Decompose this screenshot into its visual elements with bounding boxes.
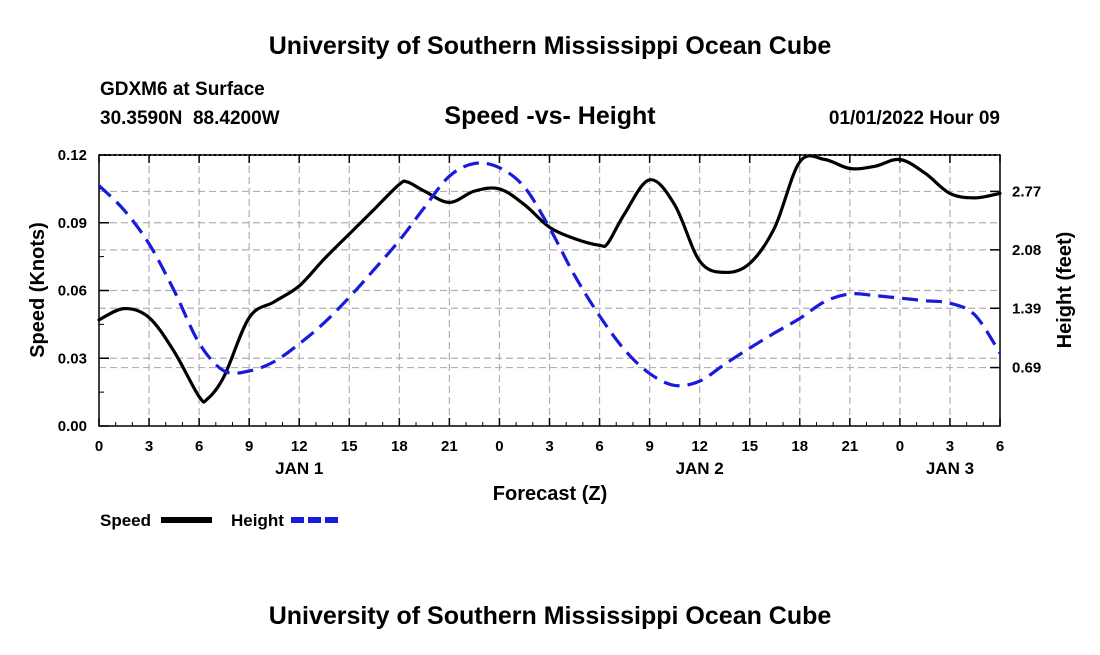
x-tick-label: 18 <box>791 438 808 455</box>
y-right-tick-label: 2.08 <box>1012 242 1041 259</box>
y-left-tick-label: 0.06 <box>58 283 87 300</box>
legend-speed-label: Speed <box>100 511 151 530</box>
x-tick-label: 3 <box>145 438 153 455</box>
x-tick-label: 18 <box>391 438 408 455</box>
date-label: JAN 1 <box>275 459 323 478</box>
axis-ticks <box>98 154 1001 427</box>
location-label: 30.3590N 88.4200W <box>100 108 280 129</box>
date-label: JAN 2 <box>676 459 724 478</box>
x-tick-label: 21 <box>441 438 458 455</box>
series-line-height <box>97 161 1002 388</box>
x-tick-label: 12 <box>691 438 708 455</box>
x-tick-label: 3 <box>946 438 954 455</box>
y-right-tick-label: 2.77 <box>1012 183 1041 200</box>
x-tick-label: 0 <box>896 438 904 455</box>
y-left-tick-label: 0.00 <box>58 418 87 435</box>
station-label: GDXM6 at Surface <box>100 79 265 100</box>
x-tick-label: 15 <box>741 438 758 455</box>
y-right-tick-label: 1.39 <box>1012 300 1041 317</box>
y-left-tick-label: 0.12 <box>58 147 87 164</box>
date-label: JAN 3 <box>926 459 974 478</box>
x-tick-label: 6 <box>996 438 1004 455</box>
y-right-tick-label: 0.69 <box>1012 360 1041 377</box>
x-axis-label: Forecast (Z) <box>493 483 607 505</box>
y-axis-left-label: Speed (Knots) <box>27 222 49 358</box>
y-left-tick-label: 0.09 <box>58 215 87 232</box>
tick-labels: 0 3 6 9 12 15 18 21 0 3 6 9 12 15 18 21 0 3 6 0.00 0.03 0.06 0… <box>58 147 1041 478</box>
x-tick-label: 21 <box>841 438 858 455</box>
x-tick-label: 6 <box>195 438 203 455</box>
series-line-speed <box>97 154 1002 404</box>
legend: Speed Height <box>100 511 342 530</box>
x-tick-label: 12 <box>291 438 308 455</box>
forecast-datetime: 01/01/2022 Hour 09 <box>829 108 1000 129</box>
x-tick-label: 0 <box>95 438 103 455</box>
footer-title: University of Southern Mississippi Ocean… <box>269 602 832 630</box>
chart-title: Speed -vs- Height <box>444 102 656 130</box>
page-title: University of Southern Mississippi Ocean… <box>269 32 832 60</box>
x-tick-label: 9 <box>245 438 253 455</box>
x-tick-label: 3 <box>545 438 553 455</box>
y-axis-right-label: Height (feet) <box>1054 232 1076 349</box>
y-left-tick-label: 0.03 <box>58 350 87 367</box>
grid <box>99 155 1000 426</box>
x-tick-label: 9 <box>645 438 653 455</box>
x-tick-label: 6 <box>595 438 603 455</box>
series-lines <box>97 154 1002 404</box>
x-tick-label: 15 <box>341 438 358 455</box>
legend-height-label: Height <box>231 511 284 530</box>
x-tick-label: 0 <box>495 438 503 455</box>
